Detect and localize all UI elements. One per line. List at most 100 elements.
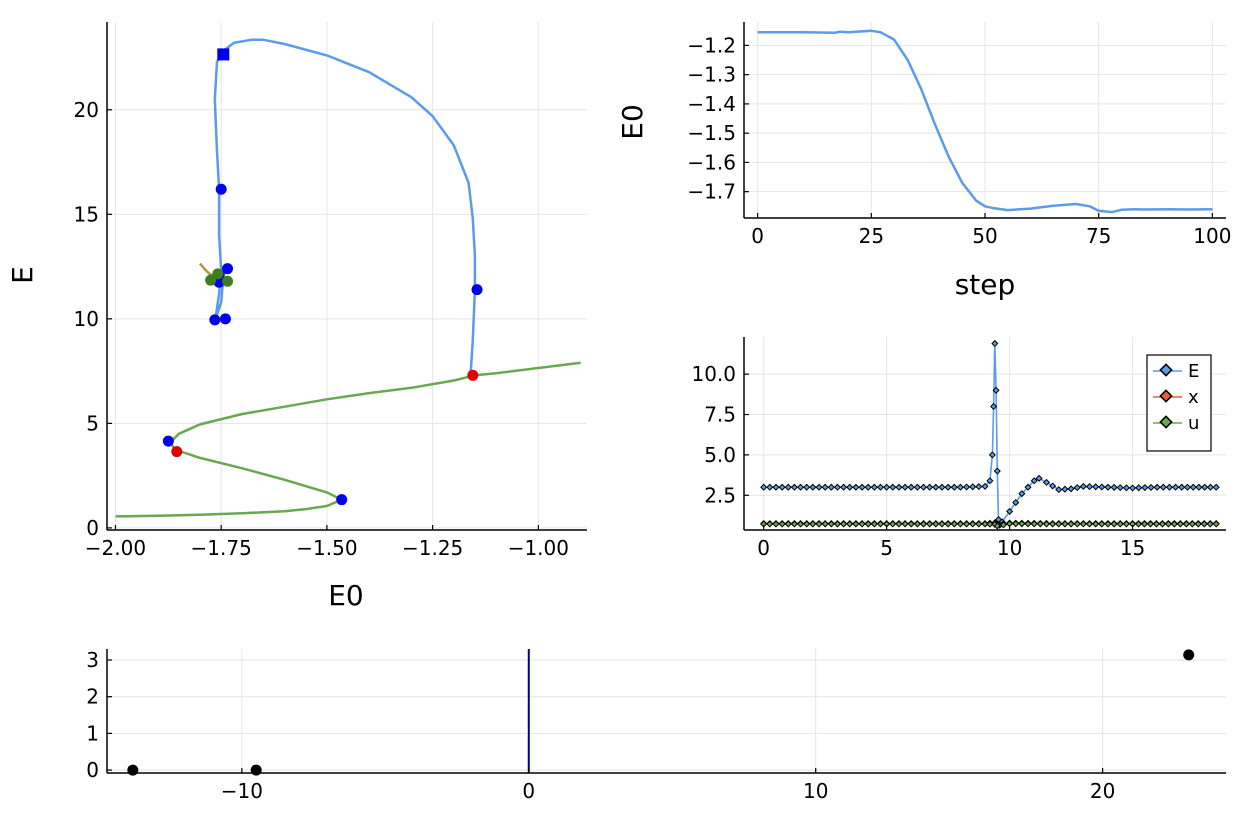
series-marker-u xyxy=(1140,520,1149,528)
series-marker-u xyxy=(821,520,829,528)
series-marker-u xyxy=(766,520,774,528)
series-marker-u xyxy=(803,520,811,528)
series-marker-E xyxy=(790,483,798,491)
y-tick-label: −1.5 xyxy=(687,121,736,145)
y-tick-label: 1 xyxy=(86,721,99,745)
series-marker-E xyxy=(778,483,786,491)
series-marker-u xyxy=(956,520,964,528)
series-marker-E xyxy=(944,483,952,491)
series-marker-u xyxy=(913,520,921,528)
series-marker-E xyxy=(1092,483,1100,491)
data-point xyxy=(222,263,234,275)
series-marker-u xyxy=(784,520,792,528)
x-tick-label: 10 xyxy=(803,779,828,803)
series-marker-u xyxy=(999,521,1007,529)
series-marker-u xyxy=(1200,520,1208,528)
series-marker-E xyxy=(1195,483,1203,491)
series-marker-E xyxy=(864,483,872,491)
series-marker-E xyxy=(772,483,780,491)
series-marker-E xyxy=(803,483,811,491)
data-point xyxy=(171,446,183,458)
series-marker-u xyxy=(1146,520,1155,528)
data-point xyxy=(127,764,139,776)
series-marker-u xyxy=(986,520,994,528)
series-marker-E xyxy=(1110,483,1118,491)
y-tick-label: −1.7 xyxy=(687,180,736,204)
y-tick-label: 20 xyxy=(74,98,99,122)
series-marker-E xyxy=(950,483,958,491)
series-marker-E xyxy=(821,483,829,491)
series-marker-E xyxy=(889,483,897,491)
series-marker-E xyxy=(926,483,934,491)
series-marker-u xyxy=(1036,520,1044,528)
step-ylabel: E0 xyxy=(616,104,649,140)
series-marker-u xyxy=(840,520,848,528)
series-marker-u xyxy=(981,520,989,528)
data-point xyxy=(219,313,231,325)
series-marker-u xyxy=(1024,520,1032,528)
series-marker-u xyxy=(876,520,885,528)
y-tick-label: 0 xyxy=(86,758,99,782)
x-tick-label: 20 xyxy=(1090,779,1115,803)
y-tick-label: 2.5 xyxy=(704,483,736,507)
series-marker-u xyxy=(864,520,872,528)
series-marker-u xyxy=(1012,520,1020,528)
x-tick-label: −1.25 xyxy=(402,536,463,560)
series-marker-u xyxy=(1188,520,1196,528)
bifurcation-panel: −2.00 −1.75 −1.50 −1.25 −1.00 0 5 10 15 20 E0 E xyxy=(6,22,587,612)
series-marker-E xyxy=(840,483,848,491)
series-marker-u xyxy=(827,520,835,528)
series-marker-E xyxy=(1129,484,1137,492)
series-marker-u xyxy=(901,520,909,528)
series-marker-u xyxy=(1073,520,1081,528)
series-marker-E xyxy=(1172,483,1180,491)
x-tick-label: −10 xyxy=(221,779,263,803)
series-marker-u xyxy=(1158,520,1166,528)
series-marker-E xyxy=(1135,484,1143,492)
data-point xyxy=(209,314,221,326)
series-marker-u xyxy=(1176,520,1184,528)
series-marker-E xyxy=(895,483,903,491)
series-marker-u xyxy=(932,520,940,528)
series-marker-u xyxy=(1006,520,1014,528)
series-marker-u xyxy=(809,520,817,528)
y-tick-label: −1.6 xyxy=(687,150,736,174)
series-marker-u xyxy=(963,520,971,528)
series-marker-E xyxy=(1079,482,1087,490)
series-marker-E xyxy=(876,483,885,491)
series-marker-u xyxy=(1104,520,1112,528)
series-marker-E xyxy=(1042,478,1051,486)
x-tick-label: −1.50 xyxy=(296,536,357,560)
legend-label-x: x xyxy=(1188,387,1199,408)
data-point xyxy=(471,284,483,296)
series-marker-E xyxy=(1153,483,1161,491)
y-tick-label: 0 xyxy=(86,516,99,540)
series-marker-E xyxy=(990,402,998,410)
series-marker-E xyxy=(932,483,940,491)
bifurcation-ylabel: E xyxy=(6,266,39,284)
y-tick-label: 5 xyxy=(86,411,99,435)
series-marker-u xyxy=(815,520,823,528)
series-marker-E xyxy=(1201,483,1209,491)
series-marker-u xyxy=(1042,520,1051,528)
series-marker-E xyxy=(1061,485,1069,493)
series-marker-E xyxy=(1073,484,1081,492)
x-tick-label: 0 xyxy=(522,779,535,803)
legend-marker-x xyxy=(1159,389,1173,403)
series-marker-u xyxy=(1194,520,1202,528)
y-tick-label: −1.3 xyxy=(687,63,736,87)
series-marker-E xyxy=(986,477,994,485)
series-marker-u xyxy=(1164,520,1172,528)
series-marker-E xyxy=(919,483,928,491)
x-tick-label: 5 xyxy=(880,536,893,560)
series-marker-E xyxy=(1189,483,1197,491)
x-tick-label: 50 xyxy=(972,224,997,248)
series-marker-u xyxy=(1092,520,1100,528)
series-marker-E xyxy=(827,483,835,491)
data-point xyxy=(467,369,479,381)
series-marker-u xyxy=(938,520,946,528)
series-marker-E xyxy=(1018,490,1026,498)
series-marker-E xyxy=(1159,483,1167,491)
series-marker-E xyxy=(991,339,999,347)
x-tick-label: 100 xyxy=(1193,224,1231,248)
